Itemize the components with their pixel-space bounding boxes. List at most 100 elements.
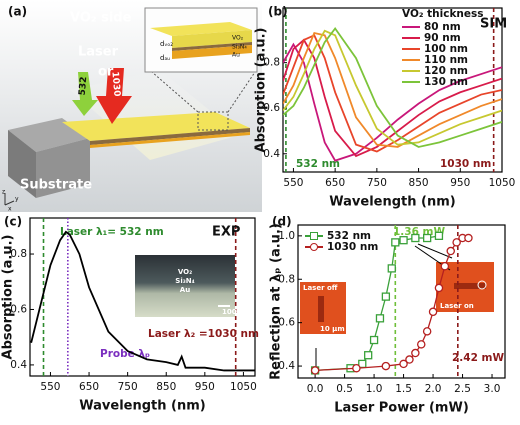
- vo2-label: VO₂: [232, 35, 244, 42]
- reference-label: Laser λ₁= 532 nm: [60, 226, 164, 238]
- y-axis-label: Absorption (a.u.): [1, 235, 16, 360]
- reference-label: 532 nm: [296, 158, 340, 170]
- reference-label: 1.36 mW: [393, 226, 446, 238]
- legend-title: VO₂ thickness: [402, 8, 484, 20]
- marker: [375, 314, 385, 323]
- marker: [352, 363, 361, 373]
- inset-label: Au: [180, 286, 190, 294]
- x-tick-label: 750: [367, 177, 387, 189]
- cantilever-image: [318, 296, 324, 322]
- green-arrow: [72, 72, 98, 116]
- marker: [446, 246, 455, 256]
- marker: [399, 236, 408, 245]
- panel-tag: EXP: [212, 225, 240, 240]
- panel-label: (b): [268, 5, 288, 19]
- y-axis-label: Reflection at λₚ (a.u.): [269, 223, 284, 380]
- substrate-side: [8, 130, 36, 198]
- d-au: dₐᵤ: [160, 54, 170, 62]
- marker: [364, 351, 373, 360]
- marker: [440, 261, 450, 271]
- marker: [434, 231, 444, 241]
- x-axis-label: Wavelength (nm): [79, 399, 205, 414]
- series-line: [283, 38, 502, 158]
- red-label: 1030: [109, 71, 121, 97]
- y-tick-label: 0.4: [10, 359, 27, 371]
- red-arrow: [96, 68, 132, 124]
- marker: [391, 238, 400, 247]
- scale-bar: [218, 305, 230, 307]
- laser-label: Laser: [78, 45, 119, 60]
- axis-y: [4, 200, 15, 206]
- marker: [399, 359, 408, 369]
- y-label: y: [15, 196, 19, 203]
- cantilever-au: [90, 132, 250, 148]
- x-tick-label: 0.0: [307, 383, 324, 395]
- legend-label: 80 nm: [424, 21, 461, 33]
- or-label: or: [98, 65, 114, 80]
- zoom-line: [227, 71, 256, 113]
- panel-label: (a): [8, 5, 27, 19]
- green-label: 532: [78, 76, 90, 96]
- reference-label: Laser λ₂ =1030 nm: [148, 328, 259, 340]
- x-axis-label: Wavelength (nm): [329, 195, 455, 210]
- series-line: [30, 230, 255, 372]
- x-tick-label: 3.0: [484, 383, 501, 395]
- marker: [417, 340, 426, 349]
- au-label: Au: [232, 52, 240, 59]
- legend-label: 90 nm: [424, 32, 461, 44]
- x-tick-label: 950: [450, 177, 470, 189]
- legend-label: 532 nm: [327, 230, 371, 242]
- series-line: [283, 34, 502, 153]
- x-tick-label: 650: [79, 381, 99, 393]
- y-axis-label: Absorption (a.u.): [254, 28, 269, 153]
- marker: [369, 335, 379, 345]
- x-tick-label: 2.5: [454, 383, 471, 395]
- marker: [434, 283, 444, 293]
- inset-label: 100 nm: [222, 308, 251, 316]
- x-label: x: [8, 206, 12, 213]
- y-tick-label: 0.8: [263, 57, 280, 69]
- marker: [381, 361, 391, 371]
- y-tick-label: 0.6: [278, 317, 295, 329]
- marker: [310, 366, 320, 375]
- schematic: dᵥₒ₂ dₐᵤ VO₂ Si₃N₄ Au (a) VO₂ side Laser…: [0, 0, 262, 213]
- inset-au: [172, 45, 252, 59]
- marker: [411, 233, 420, 243]
- inset-label: Laser off: [303, 284, 338, 292]
- cantilever-top: [62, 112, 250, 141]
- x-axis-label: Laser Power (mW): [334, 401, 469, 416]
- x-tick-label: 750: [118, 381, 138, 393]
- x-tick-label: 1050: [489, 177, 516, 189]
- side-label: VO₂ side: [70, 11, 132, 26]
- x-tick-label: 850: [409, 177, 429, 189]
- legend-marker: [310, 243, 318, 251]
- x-tick-label: 550: [40, 381, 60, 393]
- substrate-label: Substrate: [20, 178, 92, 193]
- marker: [464, 233, 473, 243]
- inset-vo2-top: [150, 22, 252, 36]
- legend-label: 1030 nm: [327, 241, 378, 253]
- panel-label: (c): [4, 215, 22, 229]
- legend-label: 130 nm: [424, 76, 468, 88]
- legend-label: 120 nm: [424, 65, 468, 77]
- legend-label: 110 nm: [424, 54, 468, 66]
- x-tick-label: 1.5: [395, 383, 412, 395]
- x-tick-label: 850: [156, 381, 176, 393]
- x-tick-label: 1.0: [366, 383, 383, 395]
- inset-label: Laser on: [440, 302, 474, 310]
- spot: [477, 280, 487, 290]
- d-vo2: dᵥₒ₂: [160, 40, 173, 48]
- inset-label: VO₂: [178, 268, 192, 276]
- legend-label: 100 nm: [424, 43, 468, 55]
- plot-frame: [297, 224, 506, 379]
- cantilever-sin: [90, 128, 250, 145]
- panel-tag: SIM: [480, 17, 507, 32]
- x-tick-label: 650: [325, 177, 345, 189]
- plot-frame: [29, 217, 256, 377]
- inset-label: Si₃N₄: [175, 277, 194, 285]
- y-tick-label: 0.4: [263, 148, 280, 160]
- marker: [428, 307, 438, 317]
- marker: [405, 355, 414, 364]
- y-tick-label: 0.8: [278, 273, 295, 285]
